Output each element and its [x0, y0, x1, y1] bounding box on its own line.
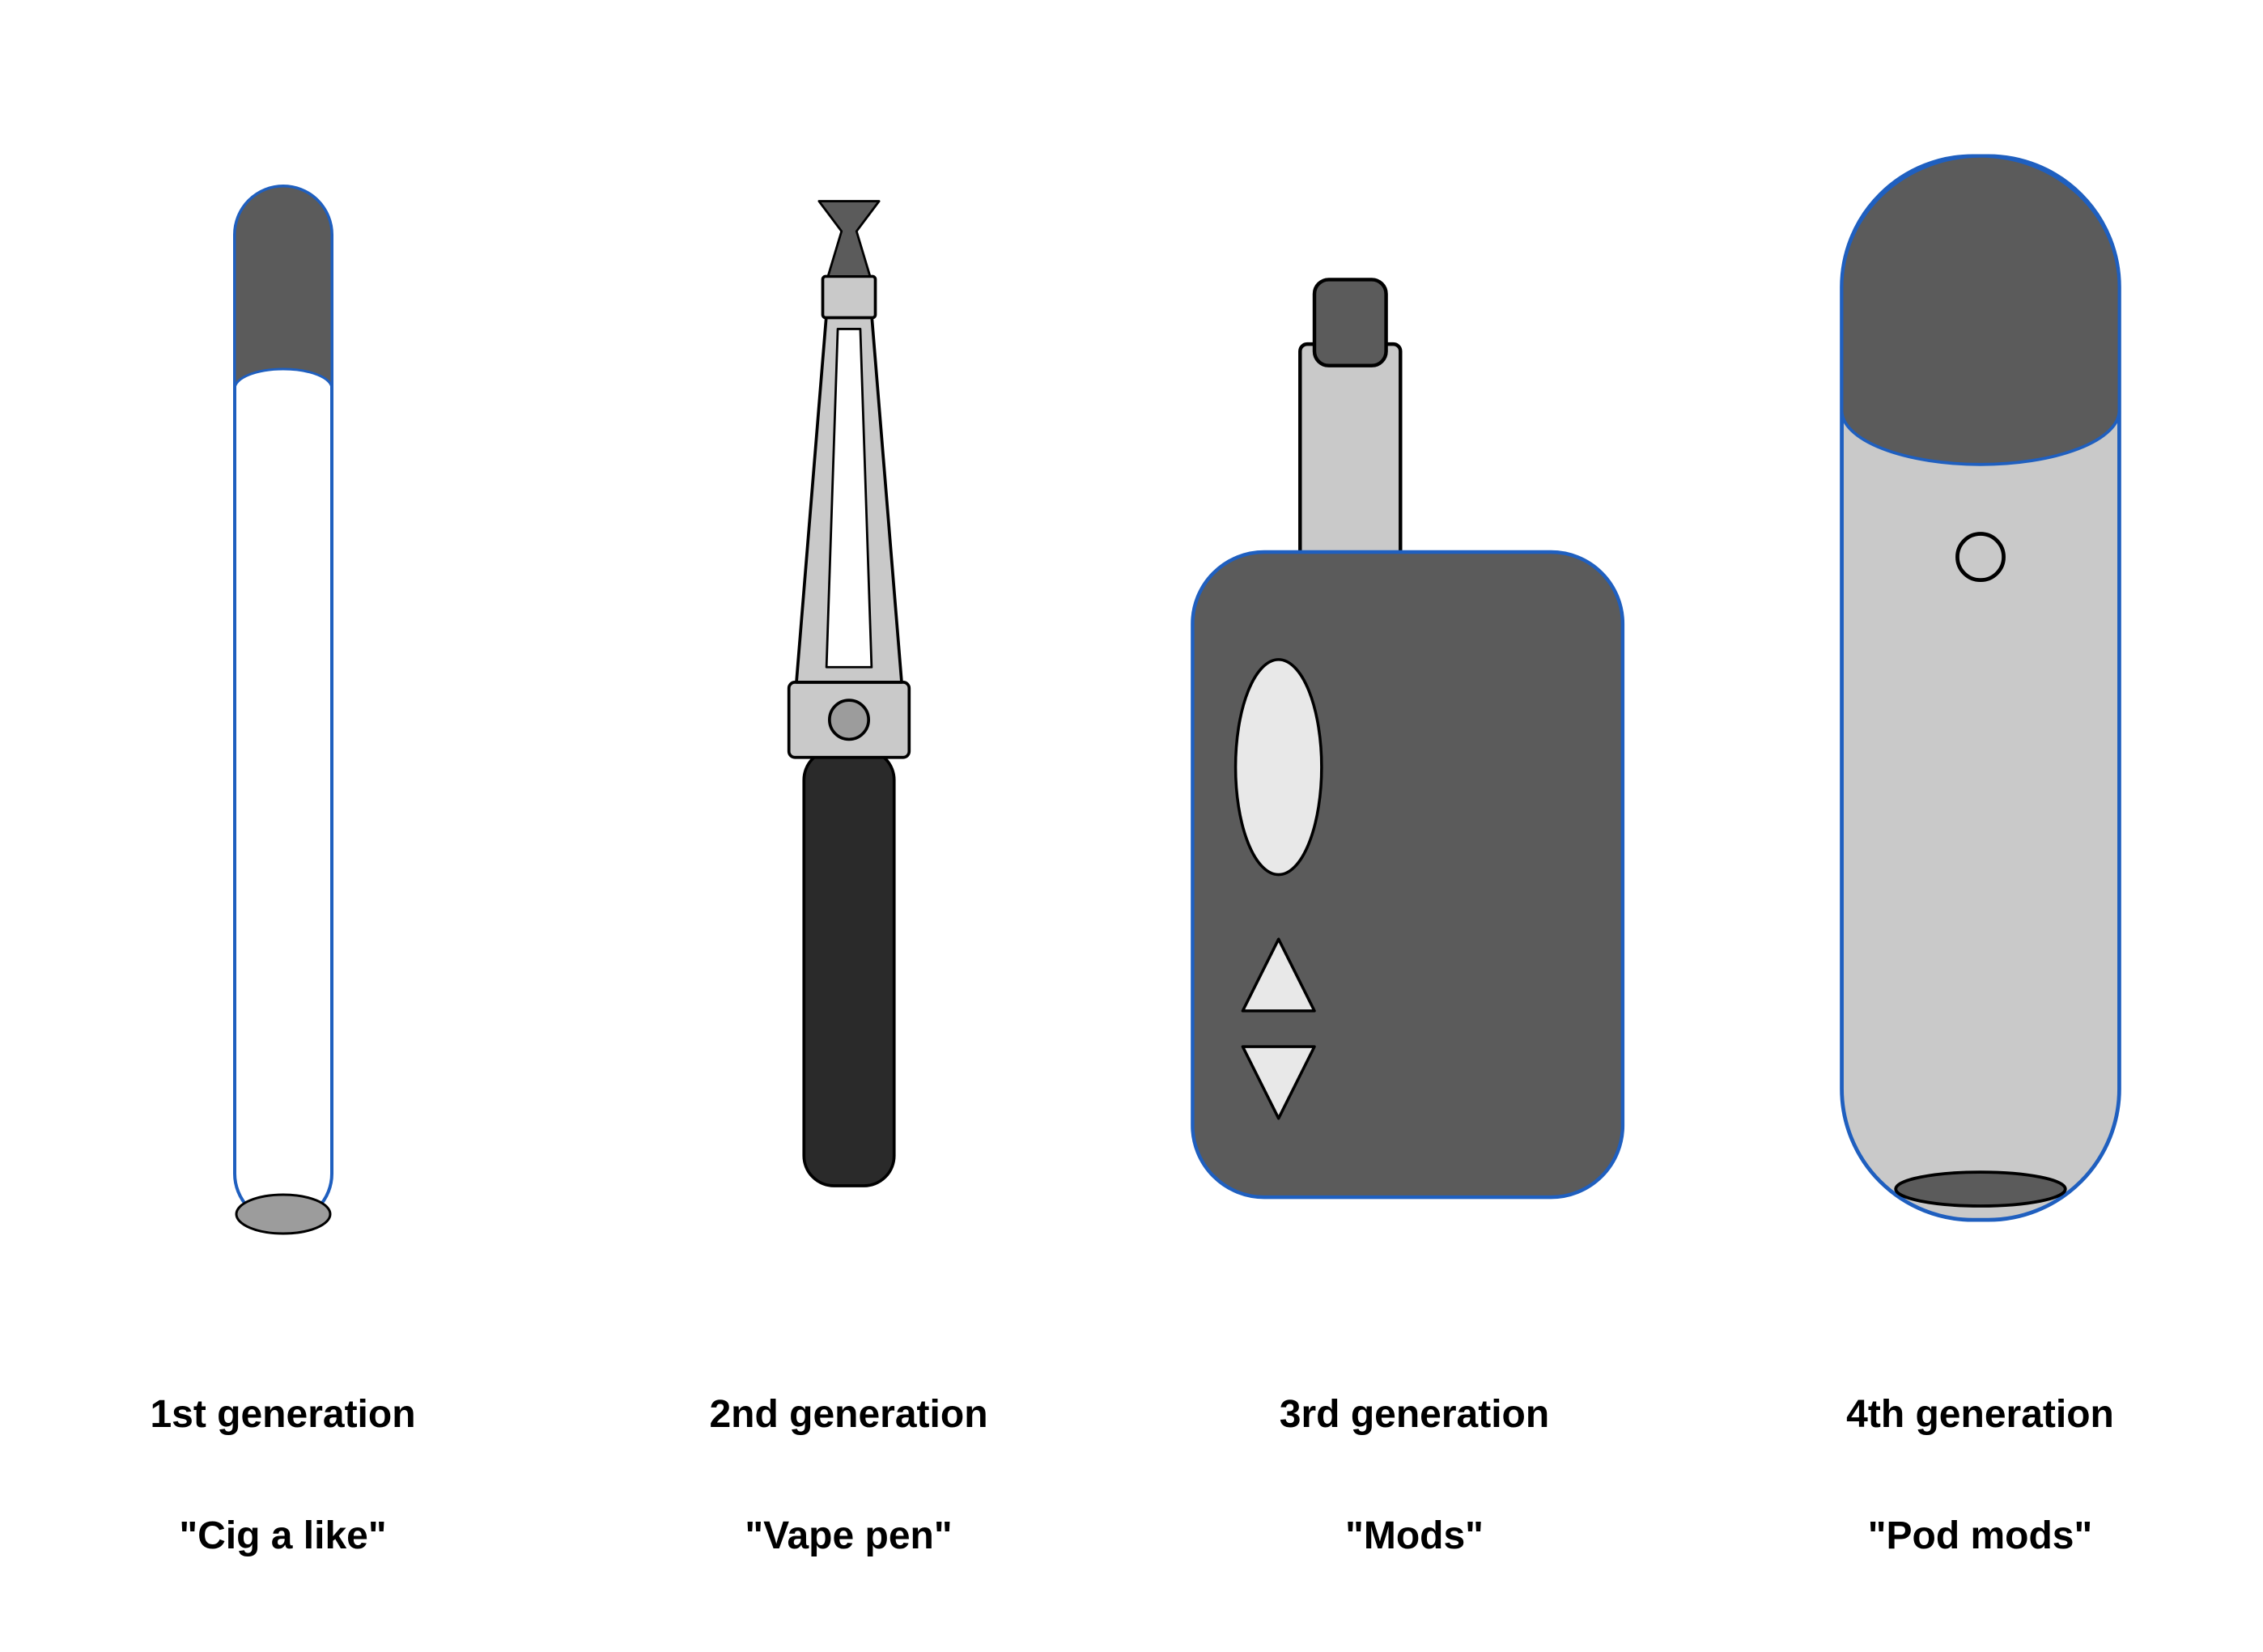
gen3-name-label: "Mods"	[1152, 1514, 1678, 1558]
gen2-name-label: "Vape pen"	[586, 1514, 1112, 1558]
name-label-row: "Cig a like" "Vape pen" "Mods" "Pod mods…	[0, 1514, 2263, 1558]
device-gen3-icon	[1164, 227, 1666, 1279]
device-gen4-icon	[1819, 97, 2142, 1279]
gen3-generation-label: 3rd generation	[1152, 1392, 1678, 1437]
gen4-generation-label: 4th generation	[1717, 1392, 2244, 1437]
gen2-generation-label: 2nd generation	[586, 1392, 1112, 1437]
gen1-name-label: "Cig a like"	[20, 1514, 546, 1558]
gen4-name-label: "Pod mods"	[1717, 1514, 2244, 1558]
device-gen2-icon	[744, 146, 954, 1279]
device-slot-gen4	[1717, 65, 2244, 1279]
infographic-stage: 1st generation 2nd generation 3rd genera…	[0, 0, 2263, 1652]
device-row	[0, 65, 2263, 1279]
device-slot-gen2	[586, 65, 1112, 1279]
device-gen1-icon	[202, 146, 364, 1279]
generation-label-row: 1st generation 2nd generation 3rd genera…	[0, 1392, 2263, 1437]
device-slot-gen1	[20, 65, 546, 1279]
device-slot-gen3	[1152, 65, 1678, 1279]
gen1-generation-label: 1st generation	[20, 1392, 546, 1437]
